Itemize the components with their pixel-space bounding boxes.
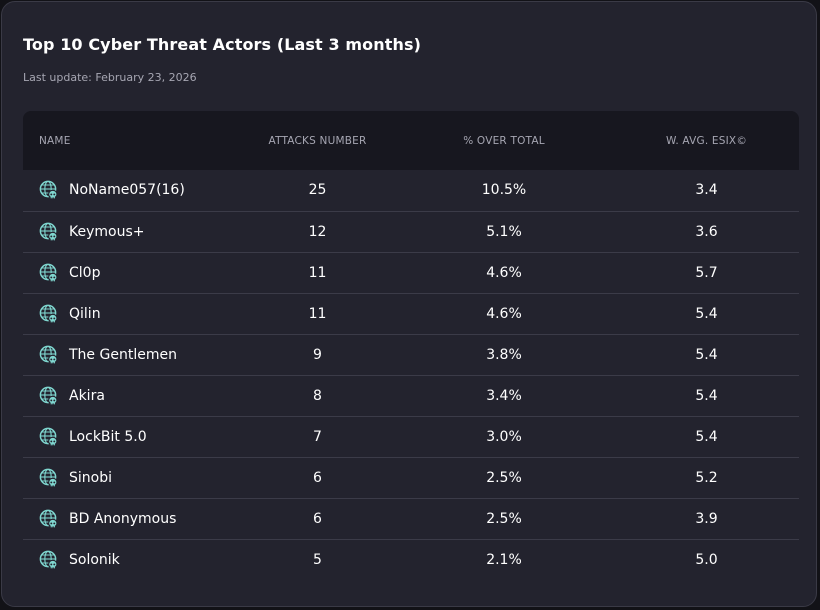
actor-name-wrap: LockBit 5.0: [39, 427, 241, 447]
percent-over-total-cell: 5.1%: [394, 210, 614, 252]
weighted-avg-esix-cell: 5.7: [614, 251, 799, 293]
table-header: NAME ATTACKS NUMBER % OVER TOTAL W. AVG.…: [23, 111, 799, 170]
actor-name-cell: Akira: [23, 374, 241, 416]
globe-skull-icon: [39, 263, 58, 283]
attacks-number-cell: 6: [241, 497, 394, 539]
actor-name-wrap: BD Anonymous: [39, 509, 241, 529]
table-row[interactable]: Cl0p 11 4.6% 5.7: [23, 251, 799, 293]
table-header-row: NAME ATTACKS NUMBER % OVER TOTAL W. AVG.…: [23, 111, 799, 170]
weighted-avg-esix-cell: 5.4: [614, 415, 799, 457]
attacks-number-cell: 25: [308, 182, 327, 199]
actor-name[interactable]: Sinobi: [69, 469, 112, 486]
actor-name-cell: Solonik: [23, 538, 241, 580]
attacks-number-cell: 7: [241, 415, 394, 457]
table-body: NoName057(16) 25 10.5% 3.4: [23, 170, 799, 580]
actor-name[interactable]: Keymous+: [69, 223, 145, 240]
threat-actors-table: NAME ATTACKS NUMBER % OVER TOTAL W. AVG.…: [23, 111, 799, 580]
weighted-avg-esix-cell: 3.4: [695, 182, 718, 199]
actor-name-cell: Sinobi: [23, 456, 241, 498]
table-row[interactable]: Keymous+ 12 5.1% 3.6: [23, 210, 799, 252]
actor-name[interactable]: Akira: [69, 387, 105, 404]
table-row[interactable]: NoName057(16) 25 10.5% 3.4: [23, 170, 799, 211]
globe-skull-icon: [39, 468, 58, 488]
actor-name[interactable]: The Gentlemen: [69, 346, 177, 363]
column-header-name[interactable]: NAME: [39, 134, 71, 147]
table-row[interactable]: Solonik 5 2.1% 5.0: [23, 538, 799, 580]
actor-name-cell: Qilin: [23, 292, 241, 334]
percent-over-total-cell: 10.5%: [481, 182, 527, 199]
attacks-number-cell: 9: [241, 333, 394, 375]
actor-name[interactable]: Cl0p: [69, 264, 101, 281]
actor-name-wrap: Cl0p: [39, 263, 241, 283]
table-row[interactable]: Qilin 11 4.6% 5.4: [23, 292, 799, 334]
actor-name-cell: Keymous+: [23, 210, 241, 252]
globe-skull-icon: [39, 550, 58, 570]
last-update-text: Last update: February 23, 2026: [23, 71, 197, 84]
actor-name[interactable]: LockBit 5.0: [69, 428, 147, 445]
attacks-number-cell: 11: [241, 292, 394, 334]
weighted-avg-esix-cell: 5.4: [614, 333, 799, 375]
actor-name-wrap: Sinobi: [39, 468, 241, 488]
actor-name-cell: NoName057(16): [23, 170, 241, 211]
attacks-number-cell: 8: [241, 374, 394, 416]
attacks-number-cell: 11: [241, 251, 394, 293]
actor-name[interactable]: BD Anonymous: [69, 510, 177, 527]
actor-name-cell: LockBit 5.0: [23, 415, 241, 457]
percent-over-total-cell: 3.4%: [394, 374, 614, 416]
actor-name-wrap: Qilin: [39, 304, 241, 324]
actor-name[interactable]: Solonik: [69, 551, 120, 568]
card-title: Top 10 Cyber Threat Actors (Last 3 month…: [23, 35, 422, 54]
column-header-weighted-avg-esix[interactable]: W. AVG. ESIX©: [665, 134, 748, 147]
weighted-avg-esix-cell: 5.4: [614, 292, 799, 334]
percent-over-total-cell: 2.1%: [394, 538, 614, 580]
attacks-number-cell: 5: [241, 538, 394, 580]
table-row[interactable]: The Gentlemen 9 3.8% 5.4: [23, 333, 799, 375]
actor-name-cell: BD Anonymous: [23, 497, 241, 539]
actor-name-wrap: Akira: [39, 386, 241, 406]
actor-name-cell: The Gentlemen: [23, 333, 241, 375]
globe-skull-icon: [39, 345, 58, 365]
table-row[interactable]: LockBit 5.0 7 3.0% 5.4: [23, 415, 799, 457]
globe-skull-icon: [39, 180, 58, 200]
percent-over-total-cell: 2.5%: [394, 497, 614, 539]
globe-skull-icon: [39, 222, 58, 242]
globe-skull-icon: [39, 427, 58, 447]
percent-over-total-cell: 2.5%: [394, 456, 614, 498]
percent-over-total-cell: 4.6%: [394, 292, 614, 334]
table-row[interactable]: Akira 8 3.4% 5.4: [23, 374, 799, 416]
weighted-avg-esix-cell: 3.6: [614, 210, 799, 252]
actor-name[interactable]: Qilin: [69, 305, 101, 322]
actor-name-wrap: Keymous+: [39, 222, 241, 242]
actor-name-wrap: NoName057(16): [39, 180, 241, 200]
globe-skull-icon: [39, 509, 58, 529]
actor-name-wrap: The Gentlemen: [39, 345, 241, 365]
threat-actors-table-container: NAME ATTACKS NUMBER % OVER TOTAL W. AVG.…: [23, 111, 799, 580]
weighted-avg-esix-cell: 5.0: [614, 538, 799, 580]
attacks-number-cell: 6: [241, 456, 394, 498]
column-header-percent-over-total[interactable]: % OVER TOTAL: [463, 134, 545, 147]
table-row[interactable]: BD Anonymous 6 2.5% 3.9: [23, 497, 799, 539]
percent-over-total-cell: 3.8%: [394, 333, 614, 375]
actor-name-wrap: Solonik: [39, 550, 241, 570]
globe-skull-icon: [39, 386, 58, 406]
weighted-avg-esix-cell: 5.4: [614, 374, 799, 416]
column-header-attacks-number[interactable]: ATTACKS NUMBER: [268, 134, 367, 147]
table-row[interactable]: Sinobi 6 2.5% 5.2: [23, 456, 799, 498]
percent-over-total-cell: 4.6%: [394, 251, 614, 293]
actor-name[interactable]: NoName057(16): [69, 182, 185, 199]
weighted-avg-esix-cell: 5.2: [614, 456, 799, 498]
globe-skull-icon: [39, 304, 58, 324]
weighted-avg-esix-cell: 3.9: [614, 497, 799, 539]
percent-over-total-cell: 3.0%: [394, 415, 614, 457]
actor-name-cell: Cl0p: [23, 251, 241, 293]
attacks-number-cell: 12: [241, 210, 394, 252]
